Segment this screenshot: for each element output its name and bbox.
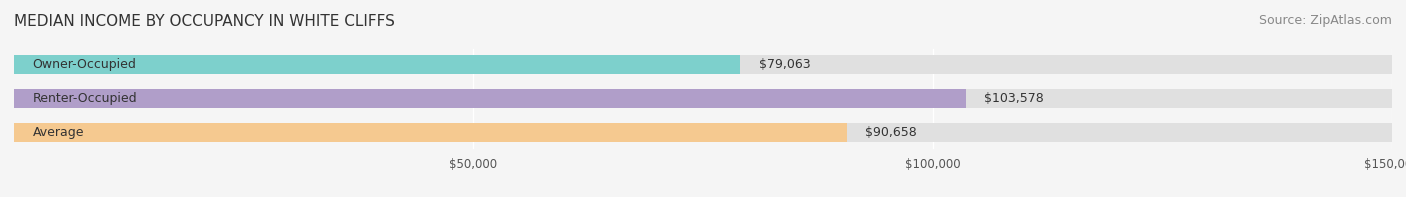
Bar [14,89,1392,108]
Bar [14,55,741,73]
Text: Renter-Occupied: Renter-Occupied [32,92,136,105]
Text: Source: ZipAtlas.com: Source: ZipAtlas.com [1258,14,1392,27]
Bar [14,124,846,142]
Text: Owner-Occupied: Owner-Occupied [32,58,136,71]
Bar [14,89,966,108]
Text: $90,658: $90,658 [865,126,917,139]
Text: Average: Average [32,126,84,139]
Text: $103,578: $103,578 [984,92,1043,105]
Text: MEDIAN INCOME BY OCCUPANCY IN WHITE CLIFFS: MEDIAN INCOME BY OCCUPANCY IN WHITE CLIF… [14,14,395,29]
Text: $79,063: $79,063 [759,58,810,71]
Bar [14,55,1392,73]
Bar [14,124,1392,142]
